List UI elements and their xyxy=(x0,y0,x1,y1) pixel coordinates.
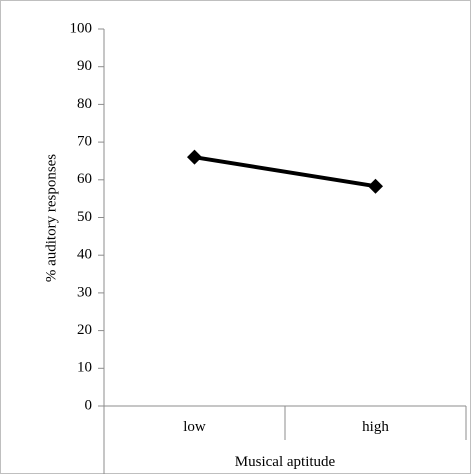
y-tick-label: 10 xyxy=(77,360,92,376)
y-tick-label: 0 xyxy=(85,397,93,413)
y-tick-label: 20 xyxy=(77,322,92,338)
x-tick-label: low xyxy=(183,419,206,435)
y-tick-label: 50 xyxy=(77,209,92,225)
y-axis: 0 10 20 30 40 50 60 70 80 90 100 % auditory respon… xyxy=(43,20,105,413)
data-point-marker xyxy=(187,149,202,165)
plot-area xyxy=(187,149,383,194)
y-tick-label: 80 xyxy=(77,96,92,112)
y-tick-label: 90 xyxy=(77,58,92,74)
y-tick-label: 30 xyxy=(77,284,92,300)
y-ticks: 0 10 20 30 40 50 60 70 80 90 100 xyxy=(70,20,104,413)
y-tick-label: 100 xyxy=(70,20,93,36)
series-line xyxy=(194,155,376,189)
x-axis-title: Musical aptitude xyxy=(235,454,336,470)
y-tick-label: 70 xyxy=(77,134,92,150)
x-axis: low high Musical aptitude xyxy=(103,405,467,474)
y-tick-label: 60 xyxy=(77,171,92,187)
x-tick-label: high xyxy=(362,419,389,435)
y-tick-label: 40 xyxy=(77,247,92,263)
x-ticks: low high xyxy=(103,406,467,474)
data-point-marker xyxy=(368,178,383,194)
y-axis-title: % auditory responses xyxy=(43,154,59,282)
